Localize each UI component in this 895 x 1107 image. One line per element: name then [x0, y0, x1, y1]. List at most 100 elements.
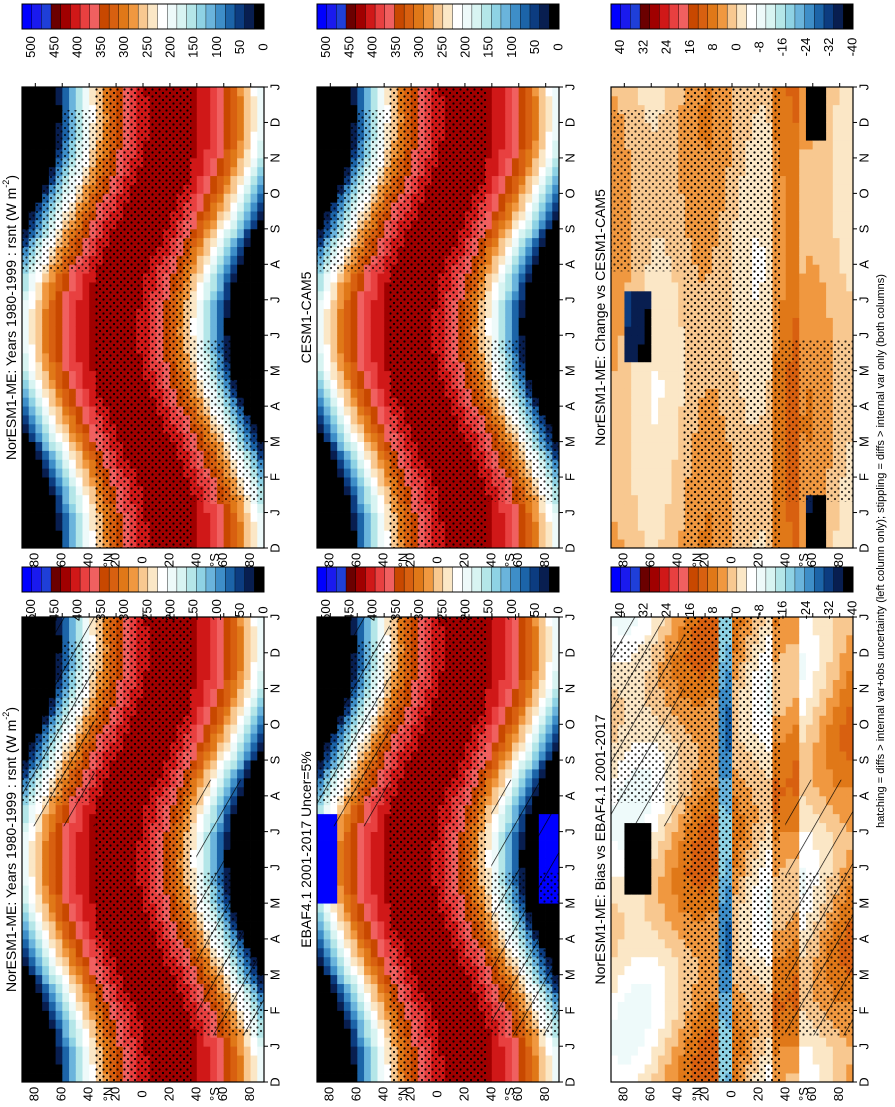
heatmap-cell: [83, 450, 90, 459]
heatmap-cell: [62, 850, 69, 859]
heatmap-cell: [224, 513, 231, 522]
heatmap-cell: [224, 724, 231, 733]
heatmap-cell: [83, 841, 90, 850]
heatmap-cell: [230, 211, 237, 220]
heatmap-cell: [237, 273, 244, 282]
heatmap-cell: [257, 176, 264, 185]
heatmap-cell: [244, 158, 251, 167]
heatmap-cell: [35, 930, 42, 939]
heatmap-cell: [210, 626, 217, 635]
heatmap-cell: [210, 715, 217, 724]
heatmap-cell: [337, 832, 344, 841]
heatmap-cell: [22, 1028, 29, 1037]
heatmap-cell: [237, 715, 244, 724]
heatmap-cell: [62, 921, 69, 930]
heatmap-cell: [324, 966, 331, 975]
heatmap-cell: [364, 858, 371, 867]
heatmap-cell: [62, 939, 69, 948]
heatmap-cell: [56, 1064, 63, 1073]
heatmap-cell: [56, 876, 63, 885]
heatmap-cell: [83, 318, 90, 327]
heatmap-cell: [29, 397, 36, 406]
heatmap-cell: [83, 504, 90, 513]
heatmap-cell: [62, 513, 69, 522]
heatmap-cell: [62, 362, 69, 371]
heatmap-cell: [357, 984, 364, 993]
heatmap-cell: [357, 939, 364, 948]
heatmap-cell: [237, 769, 244, 778]
heatmap-cell: [210, 760, 217, 769]
heatmap-cell: [217, 318, 224, 327]
heatmap-cell: [62, 841, 69, 850]
heatmap-cell: [49, 939, 56, 948]
heatmap-cell: [317, 957, 324, 966]
heatmap-cell: [29, 1010, 36, 1019]
heatmap-cell: [230, 513, 237, 522]
heatmap-cell: [317, 939, 324, 948]
heatmap-cell: [197, 273, 204, 282]
heatmap-cell: [42, 273, 49, 282]
heatmap-cell: [62, 1010, 69, 1019]
heatmap-cell: [257, 167, 264, 176]
heatmap-cell: [62, 415, 69, 424]
heatmap-cell: [76, 291, 83, 300]
heatmap-cell: [344, 921, 351, 930]
heatmap-cell: [257, 255, 264, 264]
heatmap-cell: [330, 984, 337, 993]
heatmap-cell: [210, 167, 217, 176]
heatmap-cell: [257, 617, 264, 626]
heatmap-cell: [204, 326, 211, 335]
heatmap-cell: [204, 202, 211, 211]
heatmap-cell: [35, 495, 42, 504]
lat-hemi-north: °N: [101, 553, 116, 568]
heatmap-cell: [42, 876, 49, 885]
heatmap-cell: [76, 344, 83, 353]
heatmap-cell: [76, 948, 83, 957]
heatmap-cell: [210, 291, 217, 300]
heatmap-cell: [69, 450, 76, 459]
heatmap-cell: [62, 912, 69, 921]
heatmap-cell: [35, 1073, 42, 1082]
heatmap-cell: [324, 867, 331, 876]
heatmap-cell: [197, 309, 204, 318]
heatmap-cell: [210, 671, 217, 680]
heatmap-cell: [237, 229, 244, 238]
heatmap-cell: [244, 255, 251, 264]
heatmap-cell: [69, 415, 76, 424]
heatmap-cell: [224, 671, 231, 680]
heatmap-cell: [35, 1046, 42, 1055]
heatmap-cell: [230, 1046, 237, 1055]
heatmap-cell: [244, 680, 251, 689]
heatmap-cell: [29, 930, 36, 939]
heatmap-cell: [317, 966, 324, 975]
heatmap-cell: [76, 486, 83, 495]
heatmap-cell: [22, 273, 29, 282]
heatmap-cell: [251, 539, 258, 548]
heatmap-cell: [251, 96, 258, 105]
heatmap-cell: [56, 353, 63, 362]
heatmap-cell: [257, 689, 264, 698]
heatmap-cell: [237, 635, 244, 644]
heatmap-cell: [62, 397, 69, 406]
heatmap-cell: [344, 876, 351, 885]
heatmap-cell: [197, 1064, 204, 1073]
heatmap-cell: [237, 626, 244, 635]
heatmap-cell: [22, 867, 29, 876]
heatmap-cell: [224, 760, 231, 769]
heatmap-cell: [244, 769, 251, 778]
heatmap-cell: [224, 689, 231, 698]
heatmap-cell: [49, 1019, 56, 1028]
heatmap-cell: [237, 530, 244, 539]
month-tick-label: D: [267, 118, 282, 127]
panel-title-main: NorESM1-ME: Years 1980-1999 : rsnt (W m: [3, 188, 19, 460]
heatmap-cell: [230, 122, 237, 131]
heatmap-cell: [56, 957, 63, 966]
heatmap-cell: [69, 371, 76, 380]
heatmap-cell: [217, 264, 224, 273]
heatmap-cell: [204, 1046, 211, 1055]
heatmap-cell: [210, 158, 217, 167]
heatmap-cell: [324, 1019, 331, 1028]
